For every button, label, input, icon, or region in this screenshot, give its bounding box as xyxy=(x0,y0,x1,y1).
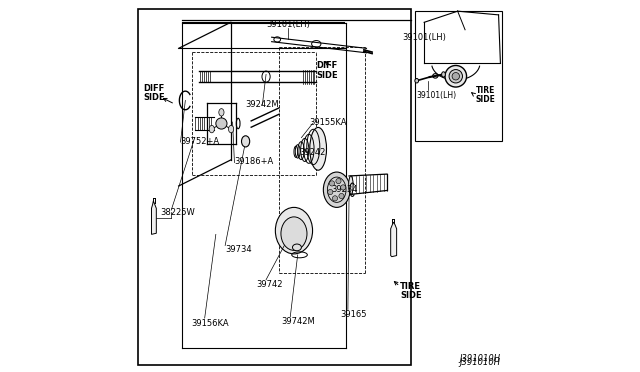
Text: 39234: 39234 xyxy=(331,185,358,194)
Polygon shape xyxy=(390,222,397,257)
Text: 39155KA: 39155KA xyxy=(309,118,346,127)
Text: TIRE
SIDE: TIRE SIDE xyxy=(400,282,422,300)
Circle shape xyxy=(332,196,338,201)
Ellipse shape xyxy=(310,128,326,170)
Ellipse shape xyxy=(415,78,419,83)
Text: TIRE
SIDE: TIRE SIDE xyxy=(476,86,495,104)
Ellipse shape xyxy=(209,125,214,133)
Text: 39742M: 39742M xyxy=(281,317,315,326)
Text: 39156KA: 39156KA xyxy=(191,319,229,328)
Polygon shape xyxy=(152,201,156,234)
FancyBboxPatch shape xyxy=(415,11,502,141)
Ellipse shape xyxy=(323,172,350,208)
Text: 39165: 39165 xyxy=(340,310,367,319)
Text: J391010H: J391010H xyxy=(460,354,500,363)
Circle shape xyxy=(452,73,460,80)
Text: 39734: 39734 xyxy=(225,245,252,254)
Ellipse shape xyxy=(228,125,234,133)
Ellipse shape xyxy=(449,70,463,83)
Circle shape xyxy=(340,185,346,190)
Text: DIFF
SIDE: DIFF SIDE xyxy=(143,84,165,102)
Text: 39101(LH): 39101(LH) xyxy=(266,20,310,29)
Ellipse shape xyxy=(292,244,301,251)
Text: J391010H: J391010H xyxy=(460,358,500,367)
Ellipse shape xyxy=(275,207,312,254)
FancyBboxPatch shape xyxy=(138,9,411,365)
Text: 39186+A: 39186+A xyxy=(234,157,274,166)
Ellipse shape xyxy=(281,217,307,250)
Text: 39101(LH): 39101(LH) xyxy=(417,91,457,100)
Ellipse shape xyxy=(442,72,445,77)
Text: 39242: 39242 xyxy=(300,148,326,157)
Circle shape xyxy=(336,179,341,184)
Ellipse shape xyxy=(241,136,250,147)
Ellipse shape xyxy=(349,176,353,195)
Circle shape xyxy=(328,189,333,195)
Circle shape xyxy=(339,193,344,199)
Text: 39742: 39742 xyxy=(257,280,284,289)
Ellipse shape xyxy=(219,109,224,116)
Text: 38225W: 38225W xyxy=(160,208,195,217)
Circle shape xyxy=(216,118,227,129)
Text: DIFF
SIDE: DIFF SIDE xyxy=(316,61,338,80)
Circle shape xyxy=(330,181,335,186)
Text: 39101(LH): 39101(LH) xyxy=(402,33,445,42)
Text: 39752+A: 39752+A xyxy=(180,137,220,146)
Text: 39242M: 39242M xyxy=(246,100,279,109)
Ellipse shape xyxy=(445,65,467,87)
